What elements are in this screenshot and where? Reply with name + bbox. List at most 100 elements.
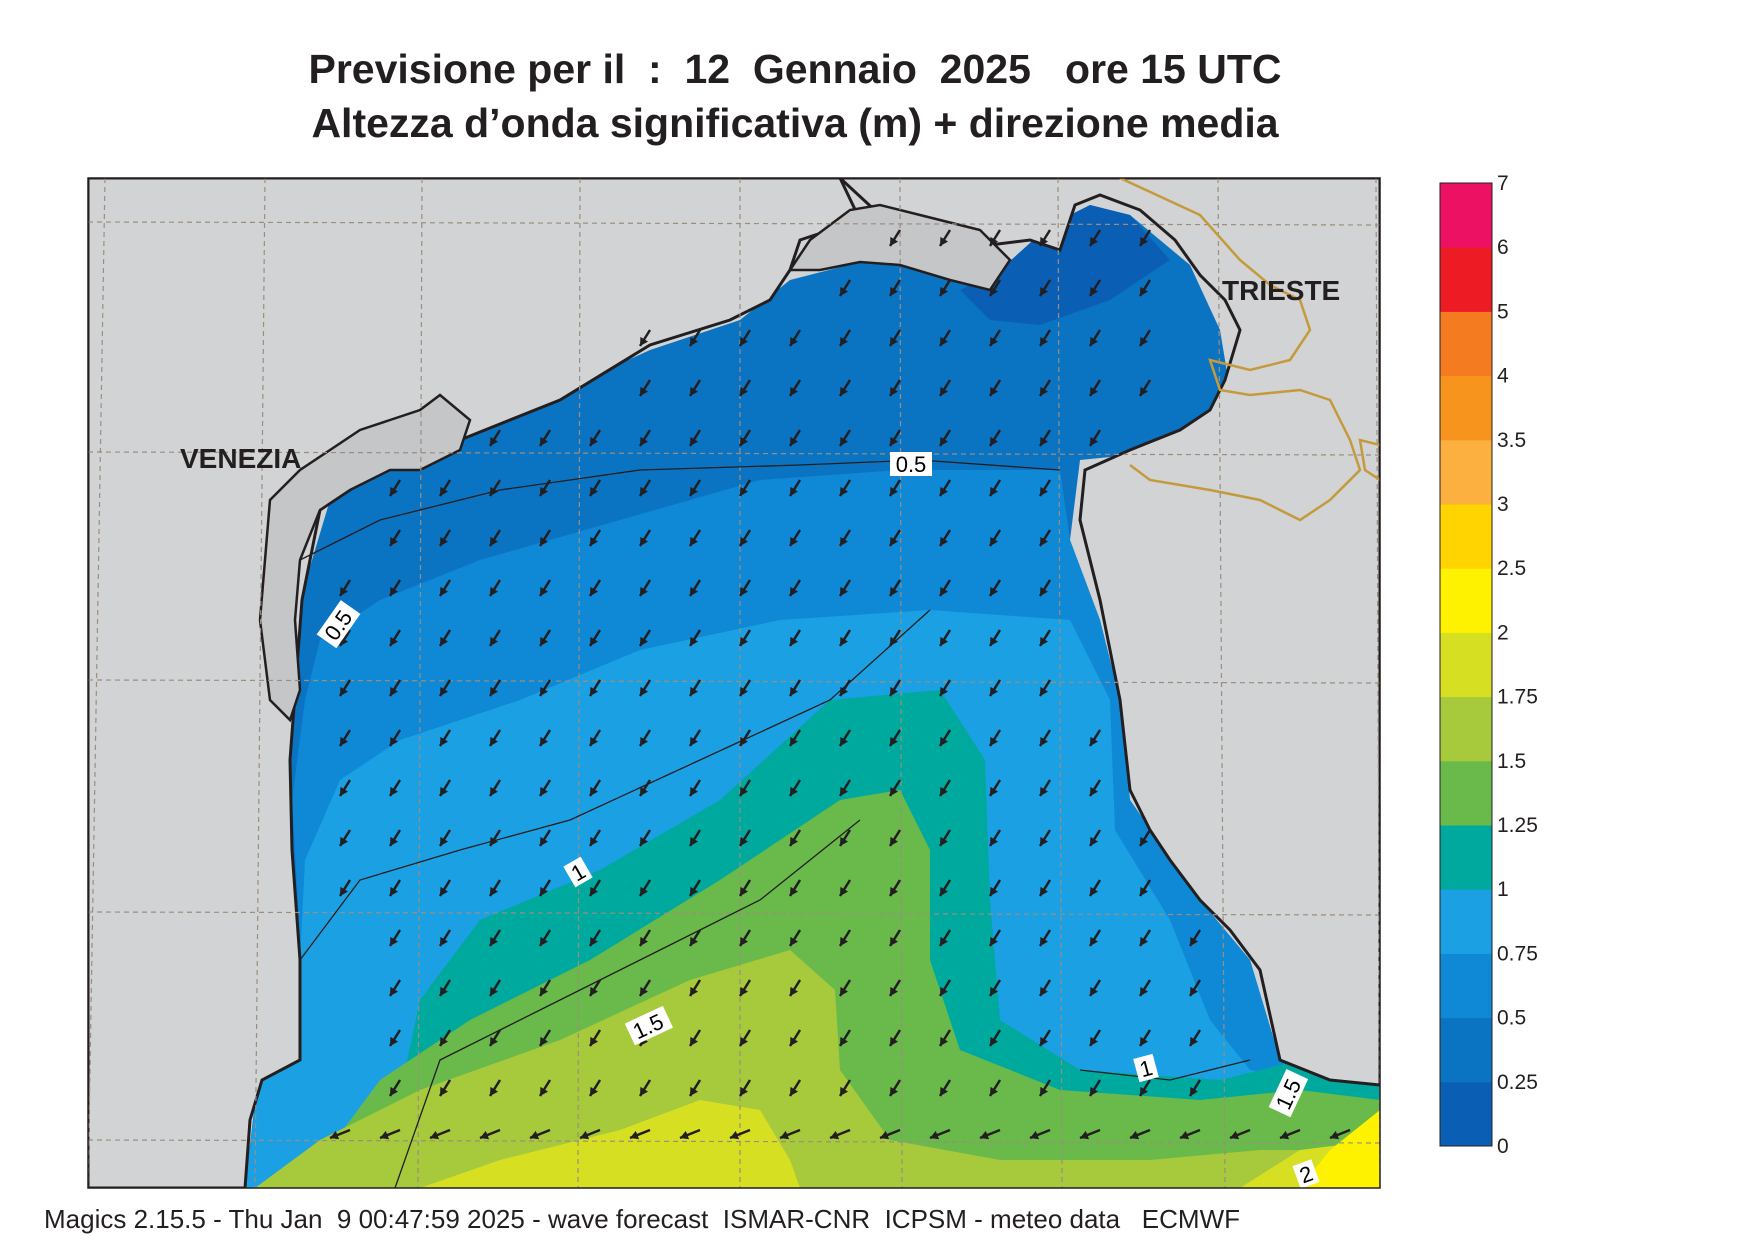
arrow-southwest-icon [390, 886, 399, 896]
legend-swatch [1440, 504, 1492, 569]
arrow-southwest-icon [1040, 636, 1049, 646]
arrow-southwest-icon [740, 936, 749, 946]
arrow-southwest-icon [590, 936, 599, 946]
arrow-southwest-icon [890, 486, 899, 496]
arrow-southwest-icon [1040, 436, 1049, 446]
arrow-southwest-icon [340, 686, 349, 696]
arrow-southwest-icon [1140, 1086, 1149, 1096]
arrow-southwest-icon [490, 1086, 499, 1096]
arrow-southwest-icon [1040, 1086, 1049, 1096]
arrow-southwest-icon [990, 936, 999, 946]
arrow-southwest-icon [940, 386, 949, 396]
arrow-southwest-icon [890, 686, 899, 696]
arrow-southwest-icon [640, 936, 649, 946]
arrow-southwest-icon [340, 736, 349, 746]
arrow-southwest-icon [540, 536, 549, 546]
arrow-southwest-icon [990, 236, 999, 246]
legend-swatch [1440, 760, 1492, 826]
arrow-southwest-icon [940, 686, 949, 696]
arrow-southwest-icon [890, 786, 899, 796]
arrow-southwest-icon [990, 486, 999, 496]
arrow-southwest-icon [1190, 986, 1199, 996]
arrow-southwest-icon [640, 736, 649, 746]
arrow-southwest-icon [940, 536, 949, 546]
arrow-southwest-icon [940, 486, 949, 496]
arrow-southwest-icon [690, 786, 699, 796]
arrow-southwest-icon [490, 586, 499, 596]
arrow-southwest-icon [780, 1130, 790, 1140]
arrow-southwest-icon [540, 786, 549, 796]
legend-swatch [1440, 696, 1492, 762]
legend-swatch [1440, 632, 1492, 698]
arrow-southwest-icon [840, 1036, 849, 1046]
arrow-southwest-icon [540, 936, 549, 946]
arrow-southwest-icon [840, 736, 849, 746]
arrow-southwest-icon [740, 536, 749, 546]
map-frame [87, 177, 1381, 1189]
arrow-southwest-icon [890, 236, 899, 246]
arrow-southwest-icon [440, 536, 449, 546]
arrow-southwest-icon [480, 1130, 490, 1140]
arrow-southwest-icon [890, 1086, 899, 1096]
arrow-southwest-icon [930, 1130, 940, 1140]
arrow-southwest-icon [590, 586, 599, 596]
arrow-southwest-icon [1090, 986, 1099, 996]
arrow-southwest-icon [840, 536, 849, 546]
arrow-southwest-icon [390, 836, 399, 846]
arrow-southwest-icon [790, 386, 799, 396]
arrow-southwest-icon [640, 786, 649, 796]
arrow-southwest-icon [890, 986, 899, 996]
arrow-southwest-icon [540, 986, 549, 996]
arrow-southwest-icon [380, 1130, 390, 1140]
arrow-southwest-icon [1040, 286, 1049, 296]
arrow-southwest-icon [640, 436, 649, 446]
arrow-southwest-icon [1090, 336, 1099, 346]
arrow-southwest-icon [440, 936, 449, 946]
arrow-southwest-icon [1040, 936, 1049, 946]
lagoon-marano [787, 203, 1012, 292]
arrow-southwest-icon [830, 1130, 840, 1140]
arrow-southwest-icon [940, 586, 949, 596]
arrow-southwest-icon [1040, 536, 1049, 546]
arrow-southwest-icon [790, 436, 799, 446]
arrow-southwest-icon [790, 1086, 799, 1096]
arrow-southwest-icon [640, 386, 649, 396]
sea-band-2-2.5 [1300, 1110, 1380, 1188]
arrow-southwest-icon [1140, 236, 1149, 246]
arrow-southwest-icon [590, 536, 599, 546]
arrow-southwest-icon [690, 836, 699, 846]
arrow-southwest-icon [590, 736, 599, 746]
arrow-southwest-icon [940, 886, 949, 896]
arrow-southwest-icon [1090, 386, 1099, 396]
arrow-southwest-icon [540, 1036, 549, 1046]
arrow-southwest-icon [1040, 1036, 1049, 1046]
arrow-southwest-icon [590, 786, 599, 796]
arrow-southwest-icon [690, 436, 699, 446]
arrow-southwest-icon [630, 1130, 640, 1140]
arrow-southwest-icon [1130, 1130, 1140, 1140]
arrow-southwest-icon [590, 836, 599, 846]
arrow-southwest-icon [740, 686, 749, 696]
arrow-southwest-icon [690, 636, 699, 646]
legend-swatch [1440, 183, 1492, 248]
contour-label-1-a: 1 [563, 856, 593, 888]
legend-swatch [1440, 439, 1492, 505]
arrow-southwest-icon [430, 1130, 440, 1140]
arrow-southwest-icon [1080, 1130, 1090, 1140]
arrow-southwest-icon [640, 986, 649, 996]
arrow-southwest-icon [940, 336, 949, 346]
legend-swatch [1440, 953, 1492, 1019]
arrow-southwest-icon [1140, 986, 1149, 996]
arrow-southwest-icon [440, 986, 449, 996]
arrow-southwest-icon [890, 436, 899, 446]
legend-swatch [1440, 311, 1492, 377]
arrow-southwest-icon [1040, 786, 1049, 796]
legend-tick-label: 1.5 [1497, 750, 1526, 773]
arrow-southwest-icon [1230, 1130, 1240, 1140]
title-line-2: Altezza d’onda significativa (m) + direz… [311, 100, 1279, 146]
arrow-southwest-icon [390, 736, 399, 746]
arrow-southwest-icon [490, 436, 499, 446]
legend-swatch [1440, 889, 1492, 954]
arrow-southwest-icon [1030, 1130, 1040, 1140]
footer-credits: Magics 2.15.5 - Thu Jan 9 00:47:59 2025 … [44, 1204, 1240, 1234]
